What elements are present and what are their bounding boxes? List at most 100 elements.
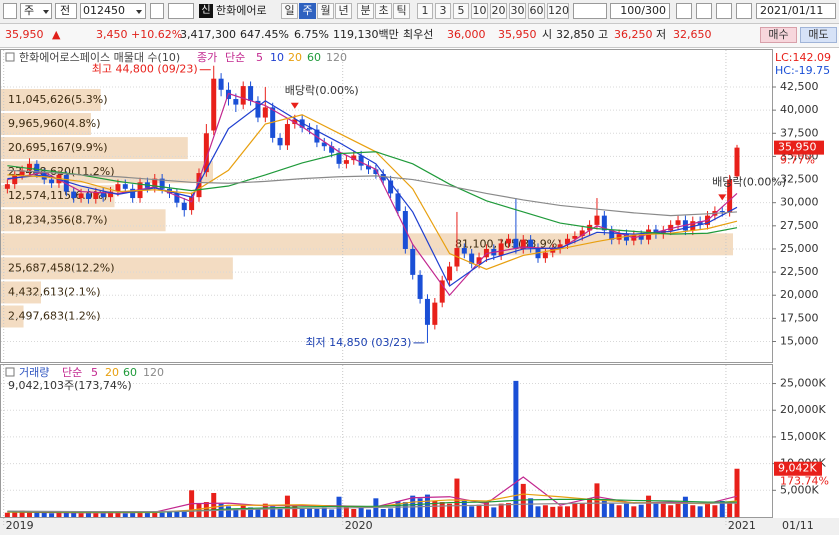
candle-body bbox=[85, 193, 91, 199]
ask: 36,000 bbox=[447, 28, 486, 41]
code-input[interactable]: 012450 bbox=[80, 3, 146, 19]
volume-bar bbox=[601, 499, 607, 517]
count: 100/300 bbox=[620, 4, 666, 17]
candle-body bbox=[19, 170, 25, 175]
event-label: 배당락(0.00%) bbox=[285, 84, 359, 97]
date-input[interactable]: 2021/01/11 bbox=[756, 3, 836, 19]
volume-bar bbox=[623, 503, 629, 517]
candle-body bbox=[12, 174, 18, 185]
number-button[interactable]: 20 bbox=[490, 3, 507, 19]
volume-bar bbox=[299, 508, 305, 517]
volume-bar bbox=[93, 513, 99, 517]
search-icon[interactable] bbox=[150, 3, 164, 19]
candle-body bbox=[447, 266, 453, 281]
candle-body bbox=[432, 302, 438, 325]
candle-body bbox=[174, 193, 180, 203]
y-tick-label: 42,500 bbox=[780, 80, 819, 93]
market-select[interactable]: 주 bbox=[20, 3, 52, 19]
volume-bar bbox=[137, 511, 143, 517]
volume-bar bbox=[292, 505, 298, 517]
volume-bar bbox=[262, 503, 268, 517]
volume-bar bbox=[675, 503, 681, 517]
period-button[interactable]: 일 bbox=[281, 3, 298, 19]
period-button[interactable]: 월 bbox=[317, 3, 334, 19]
event-label: 배당락(0.00%) bbox=[712, 175, 786, 188]
quote-bar: 35,950 ▲ 3,450 +10.62% 3,417,300 647.45%… bbox=[0, 24, 839, 48]
candle-body bbox=[321, 142, 327, 147]
candle-body bbox=[49, 179, 55, 184]
candle-body bbox=[609, 230, 615, 240]
period-button[interactable]: 틱 bbox=[393, 3, 410, 19]
candle-body bbox=[572, 236, 578, 239]
bid: 35,950 bbox=[498, 28, 537, 41]
tool-icon[interactable] bbox=[716, 3, 732, 19]
candle-body bbox=[410, 248, 416, 275]
volume-bar bbox=[734, 468, 740, 517]
tool-icon[interactable] bbox=[676, 3, 692, 19]
y-tick-label: 20,000K bbox=[780, 403, 826, 416]
number-button[interactable]: 3 bbox=[435, 3, 451, 19]
volume-bar bbox=[211, 492, 217, 517]
candle-body bbox=[542, 252, 548, 259]
volume-bar bbox=[277, 508, 283, 517]
volume-profile-bar bbox=[1, 281, 42, 304]
tool-icon[interactable] bbox=[736, 3, 752, 19]
volume-bar bbox=[697, 506, 703, 517]
sell-button[interactable]: 매도 bbox=[800, 27, 837, 43]
candle-body bbox=[439, 280, 445, 303]
sound-icon[interactable] bbox=[168, 3, 194, 19]
period-button[interactable]: 분 bbox=[357, 3, 374, 19]
count-input[interactable]: 100/300 bbox=[610, 3, 670, 19]
period-button[interactable]: 주 bbox=[299, 3, 316, 19]
volume-bar bbox=[56, 512, 62, 517]
candle-body bbox=[395, 193, 401, 212]
volume-bar bbox=[284, 495, 290, 517]
period-button[interactable]: 초 bbox=[375, 3, 392, 19]
legend-entry: 5 bbox=[256, 51, 263, 64]
volume-bar bbox=[270, 506, 276, 517]
volume-bar bbox=[424, 494, 430, 517]
candle-body bbox=[697, 221, 703, 225]
volume-profile-bar bbox=[1, 185, 115, 208]
number-button[interactable]: 120 bbox=[547, 3, 569, 19]
kind: 전 bbox=[60, 4, 71, 17]
volume-bar bbox=[682, 496, 688, 517]
volume-bar bbox=[49, 513, 55, 517]
volume-bar bbox=[498, 503, 504, 517]
number-button[interactable]: 1 bbox=[417, 3, 433, 19]
volume-bar bbox=[542, 505, 548, 517]
volume-bar bbox=[307, 508, 313, 517]
volume-bar bbox=[461, 500, 467, 517]
volume-bar bbox=[469, 506, 475, 517]
volume-bar bbox=[535, 506, 541, 517]
candle-body bbox=[380, 174, 386, 181]
candle-body bbox=[358, 155, 364, 166]
change-label: 9.77% bbox=[780, 154, 815, 167]
x-axis-strip bbox=[0, 518, 839, 535]
y-tick-label: 25,000K bbox=[780, 377, 826, 390]
low: 32,650 bbox=[673, 28, 712, 41]
volume-bar bbox=[343, 506, 349, 517]
volume-bar bbox=[4, 512, 10, 517]
volume-bar bbox=[63, 511, 69, 517]
count-box[interactable] bbox=[573, 3, 607, 19]
volume-label: 9,042,103주(173,74%) bbox=[8, 379, 132, 392]
pane-title: 거래량 bbox=[19, 366, 49, 379]
buy-button[interactable]: 매수 bbox=[760, 27, 797, 43]
volume-bar bbox=[388, 508, 394, 517]
volume-bar bbox=[417, 498, 423, 517]
number-button[interactable]: 30 bbox=[509, 3, 526, 19]
number-button[interactable]: 10 bbox=[471, 3, 488, 19]
volume-bar bbox=[240, 505, 246, 517]
tool-icon[interactable] bbox=[696, 3, 712, 19]
period-button[interactable]: 년 bbox=[335, 3, 352, 19]
kind-select[interactable]: 전 bbox=[55, 3, 77, 19]
y-tick-label: 32,500 bbox=[780, 173, 819, 186]
number-button[interactable]: 5 bbox=[453, 3, 469, 19]
menu-icon[interactable] bbox=[3, 3, 17, 19]
volume-bar bbox=[329, 509, 335, 517]
number-button[interactable]: 60 bbox=[528, 3, 545, 19]
volume-bar bbox=[447, 503, 453, 517]
candle-body bbox=[26, 163, 32, 171]
volume-bar bbox=[439, 502, 445, 517]
